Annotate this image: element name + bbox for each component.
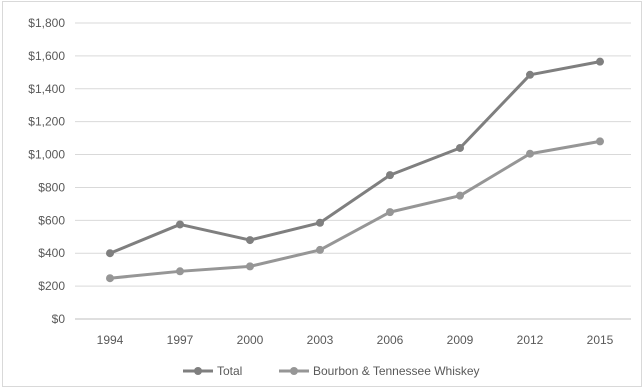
- y-tick-label: $0: [52, 312, 66, 326]
- data-point: [596, 57, 604, 66]
- legend-item-bourbon: Bourbon & Tennessee Whiskey: [279, 364, 480, 378]
- x-tick-label: 1997: [167, 333, 194, 347]
- series-line: [109, 139, 601, 280]
- data-point: [456, 191, 464, 200]
- x-tick-label: 2012: [517, 333, 544, 347]
- x-axis-tick-labels: 1994 1997 2000 2003 2006 2009 2012 2015: [97, 333, 614, 347]
- data-point: [246, 236, 254, 245]
- gridlines: [75, 22, 631, 320]
- data-point: [316, 245, 324, 254]
- data-point: [106, 249, 114, 258]
- y-tick-label: $200: [38, 279, 65, 293]
- data-point: [526, 70, 534, 79]
- series-lines: [106, 57, 604, 283]
- x-tick-label: 1994: [97, 333, 124, 347]
- data-point: [246, 262, 254, 271]
- data-point: [456, 143, 464, 152]
- x-tick-label: 2003: [307, 333, 334, 347]
- y-tick-label: $400: [38, 246, 65, 260]
- y-tick-label: $1,800: [28, 16, 65, 30]
- data-point: [106, 274, 114, 283]
- data-point: [596, 137, 604, 146]
- line-chart: $0 $200 $400 $600 $800 $1,000 $1,200 $1,400 $1,6…: [28, 16, 631, 378]
- legend-label: Total: [217, 364, 242, 378]
- data-point: [176, 267, 184, 276]
- legend-label: Bourbon & Tennessee Whiskey: [313, 364, 480, 378]
- x-tick-label: 2015: [587, 333, 614, 347]
- series-line: [109, 60, 601, 255]
- series-total: [106, 57, 604, 258]
- y-axis-tick-labels: $0 $200 $400 $600 $800 $1,000 $1,200 $1,400 $1,6…: [28, 16, 65, 326]
- data-point: [316, 218, 324, 227]
- series-bourbon-tennessee-whiskey: [106, 137, 604, 283]
- y-tick-label: $1,000: [28, 148, 65, 162]
- legend: Total Bourbon & Tennessee Whiskey: [183, 364, 480, 378]
- legend-item-total: Total: [183, 364, 242, 378]
- x-tick-label: 2006: [377, 333, 404, 347]
- y-tick-label: $1,600: [28, 49, 65, 63]
- data-point: [176, 220, 184, 229]
- legend-swatch-marker: [194, 367, 202, 375]
- data-point: [386, 171, 394, 180]
- y-tick-label: $1,400: [28, 82, 65, 96]
- x-tick-label: 2000: [237, 333, 264, 347]
- y-tick-label: $1,200: [28, 115, 65, 129]
- y-tick-label: $800: [38, 180, 65, 194]
- y-tick-label: $600: [38, 213, 65, 227]
- data-point: [386, 208, 394, 217]
- legend-swatch-marker: [290, 367, 298, 375]
- x-tick-label: 2009: [447, 333, 474, 347]
- data-point: [526, 149, 534, 158]
